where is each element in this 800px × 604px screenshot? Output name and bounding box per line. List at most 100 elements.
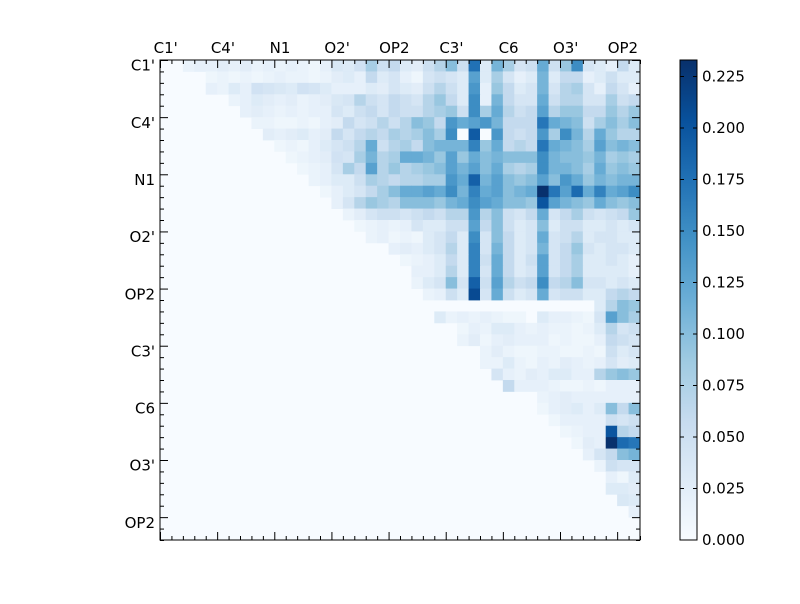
heatmap-cell <box>617 494 629 507</box>
heatmap-cell <box>571 94 584 107</box>
heatmap-cell <box>525 220 538 232</box>
heatmap-cell <box>594 174 607 187</box>
heatmap-cell <box>628 311 641 324</box>
colorbar-tick-label: 0.075 <box>702 377 745 395</box>
heatmap-cell <box>548 242 561 255</box>
heatmap-cell <box>628 345 641 358</box>
heatmap-cell <box>457 105 469 118</box>
heatmap-cell <box>457 94 469 107</box>
heatmap-cell <box>617 277 629 289</box>
heatmap-cell <box>537 277 549 289</box>
heatmap-cell <box>514 71 527 84</box>
heatmap-cell <box>582 277 595 289</box>
heatmap-cell <box>400 197 412 209</box>
heatmap-cell <box>297 105 309 118</box>
heatmap-cell <box>400 128 412 141</box>
heatmap-cell <box>411 94 424 107</box>
heatmap-cell <box>480 220 492 232</box>
heatmap-cell <box>400 140 412 152</box>
heatmap-cell <box>422 174 435 187</box>
heatmap-cell <box>411 197 424 209</box>
heatmap-cell <box>445 231 458 244</box>
heatmap-cell <box>422 231 435 244</box>
heatmap-cell <box>354 82 367 95</box>
heatmap-cell <box>422 265 435 278</box>
heatmap-cell <box>274 105 287 118</box>
heatmap-cell <box>560 380 572 392</box>
heatmap-cell <box>537 162 549 175</box>
heatmap-cell <box>468 208 481 221</box>
heatmap-cell <box>628 300 641 312</box>
heatmap-cell <box>502 162 515 175</box>
heatmap-cell <box>502 151 515 164</box>
heatmap-cell <box>377 94 389 107</box>
heatmap-cell <box>434 311 447 324</box>
heatmap-cell <box>617 311 629 324</box>
heatmap-cell <box>605 414 618 427</box>
heatmap-cell <box>377 162 389 175</box>
heatmap-cell <box>491 322 504 335</box>
heatmap-cell <box>582 162 595 175</box>
heatmap-cell <box>560 71 572 84</box>
heatmap-cell <box>502 357 515 369</box>
heatmap-cell <box>571 208 584 221</box>
heatmap-cell <box>411 265 424 278</box>
heatmap-cell <box>502 288 515 301</box>
heatmap-cell <box>491 357 504 369</box>
heatmap-cell <box>297 117 309 129</box>
heatmap-cell <box>605 311 618 324</box>
heatmap-cell <box>605 151 618 164</box>
heatmap-cell <box>605 425 618 438</box>
heatmap-cell <box>594 128 607 141</box>
heatmap-cell <box>354 60 367 72</box>
heatmap-cell <box>331 60 344 72</box>
heatmap-cell <box>331 94 344 107</box>
heatmap-cell <box>400 82 412 95</box>
heatmap-cell <box>537 311 549 324</box>
heatmap-cell <box>400 94 412 107</box>
heatmap-cell <box>411 60 424 72</box>
heatmap-cell <box>502 242 515 255</box>
heatmap-cell <box>491 60 504 72</box>
heatmap-cell <box>411 71 424 84</box>
heatmap-cell <box>491 94 504 107</box>
heatmap-cell <box>491 231 504 244</box>
colorbar-tick-label: 0.200 <box>702 119 745 137</box>
heatmap-cell <box>480 357 492 369</box>
heatmap-cell <box>617 185 629 198</box>
heatmap-cell <box>617 265 629 278</box>
heatmap-cell <box>240 71 252 84</box>
heatmap-cell <box>617 231 629 244</box>
heatmap-cell <box>537 402 549 415</box>
heatmap-cell <box>285 71 298 84</box>
heatmap-cell <box>571 380 584 392</box>
heatmap-cell <box>548 220 561 232</box>
heatmap-cell <box>594 94 607 107</box>
heatmap-cell <box>377 140 389 152</box>
heatmap-cell <box>480 185 492 198</box>
heatmap-cell <box>308 162 321 175</box>
heatmap-cell <box>468 82 481 95</box>
heatmap-cell <box>560 345 572 358</box>
heatmap-cell <box>422 105 435 118</box>
heatmap-cell <box>502 82 515 95</box>
heatmap-cell <box>605 208 618 221</box>
heatmap-cell <box>548 334 561 347</box>
heatmap-cell <box>434 128 447 141</box>
heatmap-cell <box>571 162 584 175</box>
heatmap-cell <box>525 105 538 118</box>
heatmap-cell <box>365 174 378 187</box>
heatmap-cell <box>525 345 538 358</box>
heatmap-cell <box>502 197 515 209</box>
heatmap-cell <box>480 60 492 72</box>
heatmap-cell <box>377 231 389 244</box>
heatmap-cell <box>502 60 515 72</box>
heatmap-cell <box>502 117 515 129</box>
heatmap-cell <box>354 162 367 175</box>
heatmap-cell <box>468 117 481 129</box>
heatmap-cell <box>480 94 492 107</box>
heatmap-cell <box>422 197 435 209</box>
heatmap-cell <box>320 140 332 152</box>
heatmap-cell <box>537 71 549 84</box>
